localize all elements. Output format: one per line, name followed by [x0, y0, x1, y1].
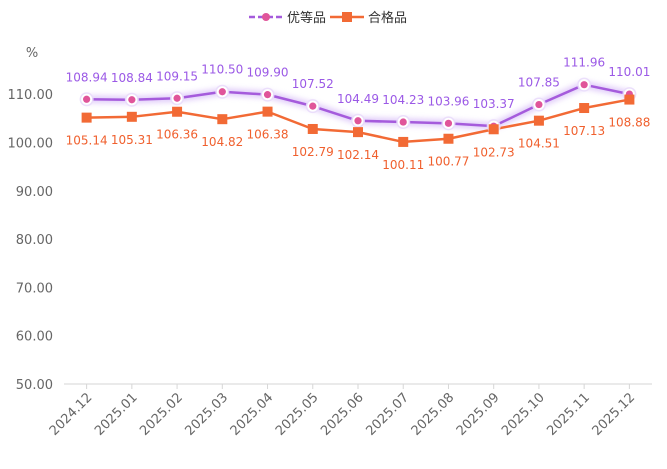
premium-point — [444, 119, 453, 127]
qualified-data-label: 102.79 — [292, 145, 334, 159]
x-tick-label: 2025.09 — [454, 390, 503, 439]
qualified-data-label: 106.36 — [156, 128, 198, 142]
qualified-data-label: 105.31 — [111, 133, 153, 147]
x-tick-label: 2025.06 — [318, 390, 367, 439]
y-tick-label: 70.00 — [16, 281, 53, 296]
premium-point — [263, 91, 272, 99]
y-tick-label: 90.00 — [16, 185, 53, 200]
qualified-data-label: 105.14 — [66, 134, 108, 148]
qualified-data-label: 100.77 — [427, 155, 469, 169]
data-labels: 108.94 108.84 109.15 110.50 109.90107.52104.… — [66, 56, 651, 172]
premium-data-label: 110.01 — [608, 65, 650, 79]
premium-point — [83, 95, 91, 103]
premium-point — [218, 88, 226, 96]
y-tick-label: 100.00 — [8, 136, 54, 151]
premium-data-label: 109.15 — [156, 69, 198, 83]
qualified-point — [579, 103, 590, 114]
qualified-data-label: 106.38 — [247, 128, 289, 142]
qualified-data-label: 107.13 — [563, 124, 605, 138]
qualified-point — [443, 133, 454, 144]
qualified-point — [217, 114, 228, 125]
x-tick-label: 2025.01 — [92, 390, 141, 439]
y-tick-label: 50.00 — [16, 378, 53, 393]
x-tick-label: 2025.07 — [363, 390, 412, 439]
premium-data-label: 110.50 — [201, 63, 243, 77]
premium-data-label: 107.85 — [518, 76, 560, 90]
qualified-data-label: 102.73 — [473, 145, 515, 159]
premium-data-label: 108.94 — [66, 70, 108, 84]
qualified-point — [353, 127, 363, 138]
qualified-point — [488, 124, 499, 135]
qualified-point — [398, 136, 409, 147]
qualified-point — [307, 123, 318, 134]
premium-data-label: 108.84 — [111, 71, 153, 85]
y-tick-label: 80.00 — [16, 233, 53, 248]
x-tick-label: 2025.03 — [183, 390, 232, 439]
series-layer — [79, 77, 637, 147]
x-tick-label: 2025.08 — [409, 390, 458, 439]
premium-point — [309, 102, 317, 110]
legend-qualified-marker — [342, 12, 352, 22]
qualified-point — [81, 112, 92, 123]
y-unit-label: % — [26, 46, 38, 61]
premium-data-label: 109.90 — [247, 66, 289, 80]
legend-qualified-label: 合格品 — [368, 10, 407, 26]
qualified-point — [172, 106, 183, 117]
x-tick-label: 2025.05 — [273, 390, 322, 439]
premium-data-label: 111.96 — [563, 56, 605, 70]
qualified-data-label: 108.88 — [608, 116, 650, 130]
premium-data-label: 107.52 — [292, 77, 334, 91]
premium-data-label: 103.37 — [473, 97, 515, 111]
qualified-data-label: 104.82 — [201, 135, 243, 149]
premium-point — [354, 117, 362, 125]
qualified-data-label: 104.51 — [518, 137, 560, 151]
y-tick-label: 110.00 — [8, 88, 54, 103]
y-tick-label: 60.00 — [16, 330, 53, 345]
qualified-point — [262, 106, 273, 117]
qualified-data-label: 100.11 — [382, 158, 424, 172]
qualified-point — [126, 111, 137, 122]
x-tick-label: 2025.10 — [499, 390, 548, 439]
x-tick-label: 2025.02 — [137, 390, 186, 439]
premium-data-label: 104.49 — [337, 92, 379, 106]
x-tick-label: 2024.12 — [47, 390, 96, 439]
premium-data-label: 103.96 — [427, 94, 469, 108]
legend-premium-marker — [262, 13, 270, 21]
qualified-point — [624, 94, 635, 105]
legend: 优等品 合格品 — [249, 10, 407, 26]
legend-premium-label: 优等品 — [287, 10, 326, 26]
premium-data-label: 104.23 — [382, 93, 424, 107]
qualified-point — [533, 115, 544, 126]
premium-point — [580, 81, 588, 89]
x-tick-label: 2025.12 — [590, 390, 639, 439]
premium-point — [128, 96, 136, 104]
premium-point — [399, 118, 407, 126]
premium-point — [173, 94, 181, 102]
x-tick-label: 2025.04 — [228, 390, 277, 439]
x-tick-label: 2025.11 — [544, 390, 593, 439]
premium-point — [535, 100, 543, 109]
qualified-data-label: 102.14 — [337, 148, 379, 162]
